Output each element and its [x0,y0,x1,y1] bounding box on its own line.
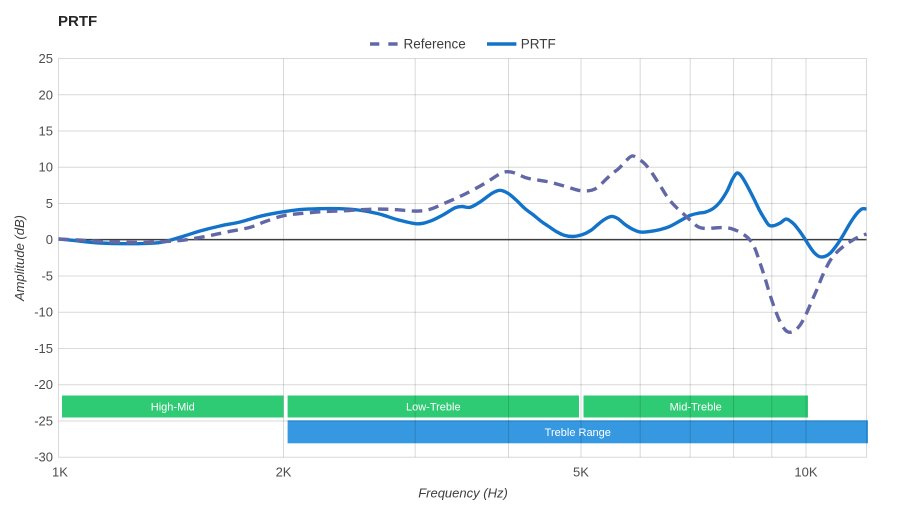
svg-text:2K: 2K [276,465,292,480]
svg-text:20: 20 [39,87,53,102]
svg-text:25: 25 [39,51,53,66]
svg-text:5: 5 [46,196,53,211]
svg-text:High-Mid: High-Mid [151,402,195,414]
svg-text:Mid-Treble: Mid-Treble [670,402,722,414]
svg-text:Amplitude (dB): Amplitude (dB) [12,215,27,302]
svg-text:10: 10 [39,160,53,175]
svg-text:Reference: Reference [404,37,466,52]
svg-text:1K: 1K [52,465,68,480]
svg-text:PRTF: PRTF [521,37,556,52]
svg-text:-5: -5 [41,268,53,283]
svg-text:Frequency (Hz): Frequency (Hz) [418,486,508,501]
svg-text:10K: 10K [794,465,817,480]
svg-text:-25: -25 [34,413,53,428]
svg-text:15: 15 [39,123,53,138]
svg-text:0: 0 [46,232,53,247]
svg-text:5K: 5K [573,465,589,480]
svg-text:PRTF: PRTF [58,13,97,30]
svg-text:Low-Treble: Low-Treble [406,402,461,414]
svg-text:-20: -20 [34,377,53,392]
svg-text:-10: -10 [34,305,53,320]
svg-text:-15: -15 [34,341,53,356]
svg-text:Treble Range: Treble Range [545,427,611,439]
svg-text:-30: -30 [34,450,53,465]
